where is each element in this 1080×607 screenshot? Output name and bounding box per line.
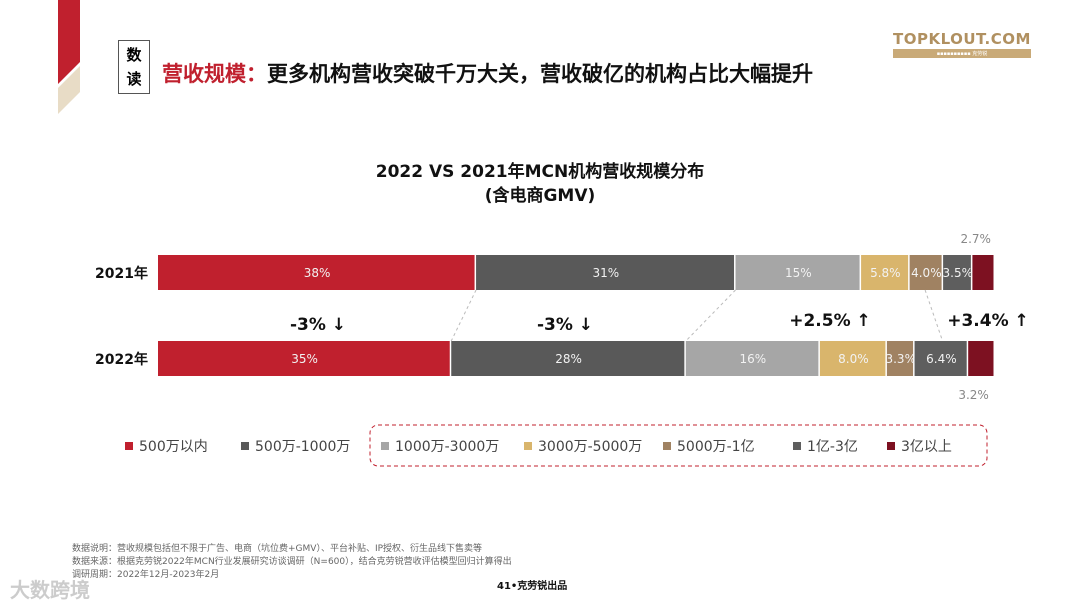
change-label: +2.5% ↑	[789, 311, 871, 331]
note-line: 数据说明：营收规模包括但不限于广告、电商（坑位费+GMV）、平台补贴、IP授权、…	[72, 544, 483, 554]
bar-segment	[819, 341, 886, 376]
bar-segment	[861, 255, 909, 290]
bar-segment	[972, 255, 994, 290]
data-label: 8.0%	[838, 352, 869, 366]
bar-segment	[886, 341, 914, 376]
legend-item: 1亿-3亿	[807, 439, 858, 455]
data-label: 5.8%	[870, 266, 901, 280]
change-label: -3% ↓	[290, 315, 346, 335]
bar-segment	[158, 255, 475, 290]
legend-item: 3亿以上	[901, 439, 952, 455]
change-label: +3.4% ↑	[947, 311, 1029, 331]
legend-item: 5000万-1亿	[677, 439, 755, 455]
logo-strip: ▪▪▪▪▪▪▪▪▪▪ 克劳锐	[893, 49, 1031, 58]
corner-decoration	[58, 0, 80, 114]
legend-swatch	[381, 442, 389, 450]
logo-text: TOPKLOUT.COM	[893, 30, 1031, 48]
data-label: 6.4%	[926, 352, 957, 366]
notes: 数据说明：营收规模包括但不限于广告、电商（坑位费+GMV）、平台补贴、IP授权、…	[72, 543, 512, 582]
bar-segment	[476, 255, 735, 290]
note-line: 调研周期：2022年12月-2023年2月	[72, 570, 220, 580]
bar-segment	[685, 341, 819, 376]
category-label: 2021年	[95, 265, 148, 282]
note-line: 数据来源：根据克劳锐2022年MCN行业发展研究访谈调研（N=600），结合克劳…	[72, 557, 512, 567]
legend-swatch	[887, 442, 895, 450]
data-label: 28%	[555, 352, 582, 366]
data-label: 35%	[291, 352, 318, 366]
bar-segment	[914, 341, 967, 376]
bar-segment	[735, 255, 860, 290]
legend-swatch	[524, 442, 532, 450]
category-label: 2022年	[95, 351, 148, 368]
data-label: 2.7%	[960, 232, 991, 246]
legend-swatch	[793, 442, 801, 450]
data-label: 31%	[592, 266, 619, 280]
legend-item: 3000万-5000万	[538, 439, 642, 455]
legend-swatch	[663, 442, 671, 450]
badge-char: 读	[126, 70, 142, 88]
data-label: 15%	[785, 266, 812, 280]
bar-segment	[943, 255, 971, 290]
legend-highlight-box	[369, 424, 988, 467]
change-label: -3% ↓	[537, 315, 593, 335]
data-label: 3.2%	[958, 388, 989, 402]
bar-segment	[451, 341, 685, 376]
data-label: 38%	[304, 266, 331, 280]
badge-char: 数	[126, 46, 142, 64]
logo: TOPKLOUT.COM ▪▪▪▪▪▪▪▪▪▪ 克劳锐	[893, 30, 1031, 58]
bar-segment	[909, 255, 942, 290]
chart-title: 2022 VS 2021年MCN机构营收规模分布 (含电商GMV)	[0, 160, 1080, 208]
page-number: 41•克劳锐出品	[497, 581, 568, 592]
watermark: 大数跨境	[10, 578, 90, 602]
legend-item: 1000万-3000万	[395, 439, 499, 455]
connector-line	[924, 289, 944, 342]
title-text: 更多机构营收突破千万大关，营收破亿的机构占比大幅提升	[267, 62, 813, 86]
connector-line	[450, 289, 477, 342]
data-label: 16%	[740, 352, 767, 366]
connector-line	[685, 289, 736, 342]
bar-segment	[158, 341, 450, 376]
legend-swatch	[241, 442, 249, 450]
data-label: 4.0%	[911, 266, 942, 280]
data-label: 3.5%	[943, 266, 974, 280]
chart-subtitle: (含电商GMV)	[484, 186, 596, 206]
badge: 数读	[118, 40, 150, 94]
title-highlight: 营收规模：	[162, 62, 267, 86]
data-label: 3.3%	[885, 352, 916, 366]
bar-segment	[968, 341, 994, 376]
page-title: 营收规模：更多机构营收突破千万大关，营收破亿的机构占比大幅提升	[162, 58, 813, 88]
legend-item: 500万以内	[139, 439, 208, 455]
legend-item: 500万-1000万	[255, 439, 350, 455]
legend-swatch	[125, 442, 133, 450]
